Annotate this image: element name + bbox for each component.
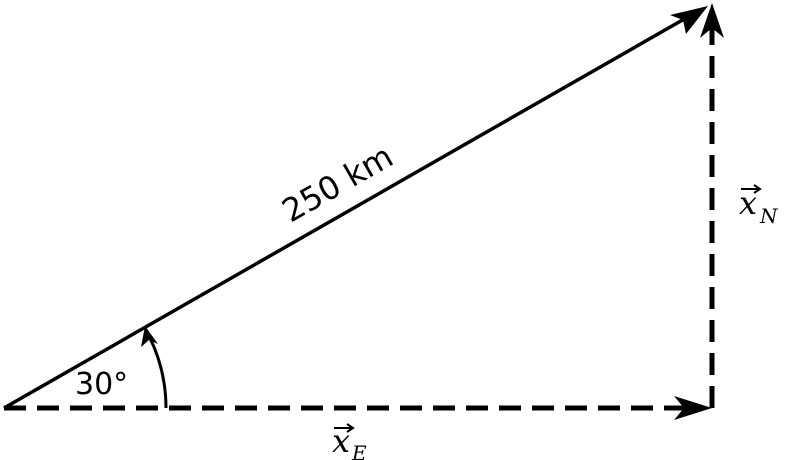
angle-label: 30° — [75, 367, 128, 402]
east-arrowhead — [674, 396, 712, 420]
angle-arc-arrowhead — [141, 326, 158, 347]
north-vector-arrow — [741, 184, 762, 194]
east-component-label: x E — [332, 422, 367, 460]
east-vector-arrow — [334, 423, 355, 433]
north-arrowhead — [700, 3, 724, 38]
north-subscript: N — [759, 204, 779, 228]
north-symbol: x — [739, 184, 757, 222]
east-symbol: x — [332, 422, 350, 460]
east-subscript: E — [351, 441, 367, 460]
resultant-arrowhead — [670, 6, 708, 34]
resultant-vector-line — [3, 8, 701, 410]
angle-arc — [147, 335, 168, 409]
north-component-label: x N — [739, 184, 779, 228]
